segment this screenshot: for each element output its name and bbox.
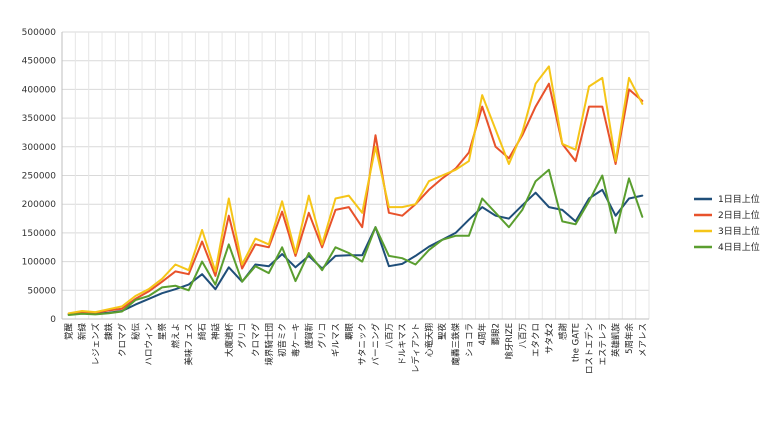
legend-item: 2日目上位 <box>694 209 760 221</box>
y-tick-label: 200000 <box>22 200 57 210</box>
x-tick-label: グリコ <box>317 323 328 349</box>
x-tick-label: 初音ミク <box>277 323 288 357</box>
x-tick-label: 英雄凱旋 <box>611 323 622 358</box>
x-tick-label: グリコ <box>237 323 248 349</box>
y-tick-label: 450000 <box>22 57 57 67</box>
x-tick-label: 錬鉄 <box>104 323 115 341</box>
series-line-1 <box>67 188 644 316</box>
legend-item: 3日目上位 <box>694 225 760 237</box>
x-tick-label: 星祭 <box>157 323 168 341</box>
x-tick-label: 心竜天翔 <box>424 323 435 357</box>
x-tick-label: エステレラ <box>598 323 608 366</box>
x-tick-label: 神話 <box>210 323 221 341</box>
x-tick-label: ドルキマス <box>398 323 408 366</box>
x-tick-label: 喰牙RIZE <box>504 323 515 360</box>
series-lines <box>67 65 644 316</box>
y-tick-label: 400000 <box>22 85 57 95</box>
series-line-2 <box>67 82 644 315</box>
legend-label: 1日目上位 <box>718 193 760 205</box>
x-tick-label: 5周年余 <box>624 323 635 354</box>
x-tick-label: エタクロ <box>532 323 542 357</box>
y-tick-label: 50000 <box>27 286 56 296</box>
y-tick-label: 500000 <box>22 28 57 38</box>
x-tick-label: 覇眼2 <box>492 323 502 345</box>
legend: 1日目上位 2日目上位 3日目上位 4日目上位 <box>694 193 760 253</box>
y-tick-label: 300000 <box>22 143 57 153</box>
x-tick-label: 謹賀新 <box>304 323 315 349</box>
axes: 0 50000 100000 150000 200000 250000 300000 3500… <box>22 28 649 374</box>
legend-label: 2日目上位 <box>718 209 760 221</box>
y-tick-label: 150000 <box>22 229 57 239</box>
x-tick-label: 秘伝 <box>130 323 141 341</box>
x-tick-label: レディアント <box>411 323 422 373</box>
series-line-4 <box>67 168 644 316</box>
x-tick-label: クロマグ <box>117 323 128 358</box>
y-tick-label: 100000 <box>22 258 57 268</box>
legend-label: 4日目上位 <box>718 241 760 253</box>
legend-item: 4日目上位 <box>694 241 760 253</box>
x-tick-label: 八百万 <box>518 323 528 349</box>
x-tick-label: ショコラ <box>465 323 475 357</box>
x-tick-label: ハロウィン <box>145 323 155 366</box>
x-tick-label: サタニック <box>358 323 368 366</box>
legend-item: 1日目上位 <box>694 193 760 205</box>
x-tick-label: クロマグ <box>250 323 261 358</box>
x-tick-label: 八百万 <box>385 323 395 349</box>
y-tick-label: 250000 <box>22 172 57 182</box>
series-line-3 <box>67 65 644 315</box>
y-tick-label: 0 <box>50 315 56 325</box>
legend-label: 3日目上位 <box>718 225 760 237</box>
x-tick-label: 魔轟三鉄傑 <box>451 323 462 366</box>
x-tick-label: サタ女2 <box>544 323 555 354</box>
x-tick-label: 大魔道杯 <box>224 323 235 358</box>
x-tick-label: 新緑 <box>77 323 88 341</box>
x-tick-label: 毒ケーキ <box>290 323 301 357</box>
x-tick-label: バーニング <box>371 323 382 366</box>
x-tick-label: 境界騎士団 <box>264 323 275 366</box>
x-tick-label: 感謝 <box>557 323 568 341</box>
x-tick-label: メアレス <box>638 323 648 357</box>
x-tick-label: 覚醒 <box>64 323 75 341</box>
x-tick-label: ロストエデン <box>584 323 595 374</box>
grid <box>61 31 650 320</box>
x-tick-label: レジェンズ <box>90 323 101 366</box>
x-tick-label: 聖夜 <box>437 323 448 341</box>
x-tick-label: 綺石 <box>197 323 208 340</box>
x-tick-label: the GATE <box>572 323 582 362</box>
x-tick-label: 4周年 <box>477 323 488 346</box>
y-tick-label: 350000 <box>22 114 57 124</box>
x-tick-label: 燃えよ <box>170 323 181 349</box>
x-tick-label: ギルマス <box>331 323 341 357</box>
x-tick-label: 覇眼 <box>345 323 355 341</box>
x-tick-label: 美味フェス <box>184 323 195 366</box>
